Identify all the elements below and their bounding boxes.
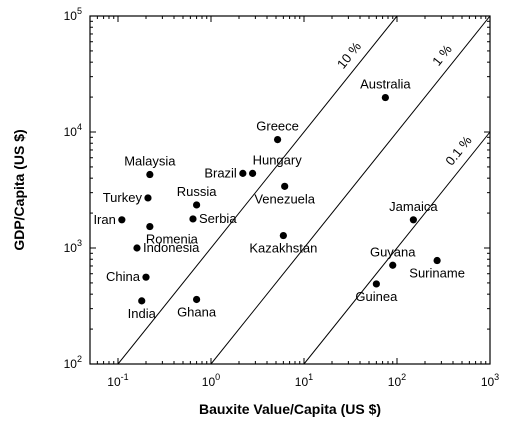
data-point-label: Russia [177, 184, 218, 199]
y-axis-title: GDP/Capita (US $) [11, 129, 27, 250]
data-point [133, 244, 141, 252]
y-tick-label: 102 [64, 354, 82, 371]
data-point [146, 170, 154, 179]
data-point-label: Serbia [199, 211, 237, 226]
data-point [138, 297, 146, 305]
y-tick-label: 103 [64, 238, 82, 255]
data-point [381, 93, 389, 102]
data-point [189, 215, 197, 223]
x-tick-label: 100 [202, 372, 220, 389]
x-tick-label: 101 [295, 372, 313, 389]
data-point [118, 216, 126, 224]
data-point [192, 295, 201, 304]
y-tick-label: 105 [64, 6, 82, 23]
x-tick-label: 103 [481, 372, 499, 389]
data-point-labels: Australia Greece Malaysia Brazil Hungary Turk… [93, 77, 464, 321]
axis-tick-labels: 10-1 100 101 102 103 102 103 104 105 [64, 6, 500, 389]
x-tick-label: 10-1 [107, 372, 128, 389]
data-point-label: Brazil [204, 165, 237, 180]
data-point-label: Romenia [146, 232, 199, 247]
data-point [192, 201, 201, 209]
x-tick-label: 102 [388, 372, 406, 389]
data-point-label: India [128, 306, 157, 321]
data-point [389, 261, 397, 269]
reference-line-label: 0.1 % [442, 133, 475, 169]
reference-lines [117, 16, 490, 364]
data-point-label: Malaysia [124, 154, 176, 169]
data-point-label: Iran [93, 212, 115, 227]
data-point [279, 231, 287, 240]
x-axis-title: Bauxite Value/Capita (US $) [199, 401, 381, 417]
reference-line-label: 10 % [334, 39, 365, 72]
data-point [146, 222, 154, 231]
axis-ticks [89, 15, 491, 365]
y-tick-label: 104 [64, 122, 82, 139]
data-point [433, 256, 441, 265]
data-point-label: Ghana [177, 304, 217, 319]
reference-line [117, 16, 398, 364]
data-point [409, 216, 417, 224]
data-point-label: Turkey [103, 190, 143, 205]
data-point [248, 169, 257, 177]
reference-line [210, 16, 490, 364]
data-point-label: Guyana [370, 244, 416, 259]
data-point-label: Guinea [355, 289, 398, 304]
data-point-label: Kazakhstan [249, 241, 317, 256]
data-point [372, 280, 380, 288]
data-point-label: Hungary [253, 152, 303, 167]
data-point [239, 169, 247, 177]
data-point-label: Greece [256, 119, 299, 134]
data-point [273, 135, 282, 144]
data-point [144, 194, 152, 202]
data-point-label: Venezuela [254, 191, 315, 206]
data-point-label: Suriname [409, 266, 465, 281]
data-point-label: China [106, 269, 141, 284]
data-point [142, 273, 150, 281]
reference-line [303, 131, 490, 364]
data-point-label: Australia [360, 77, 411, 92]
data-point-label: Jamaica [389, 199, 438, 214]
data-point-label: Indonesia [143, 240, 200, 255]
data-point [281, 182, 289, 190]
reference-line-labels: 0.1 %1 %10 % [334, 39, 475, 169]
data-points [118, 93, 441, 305]
